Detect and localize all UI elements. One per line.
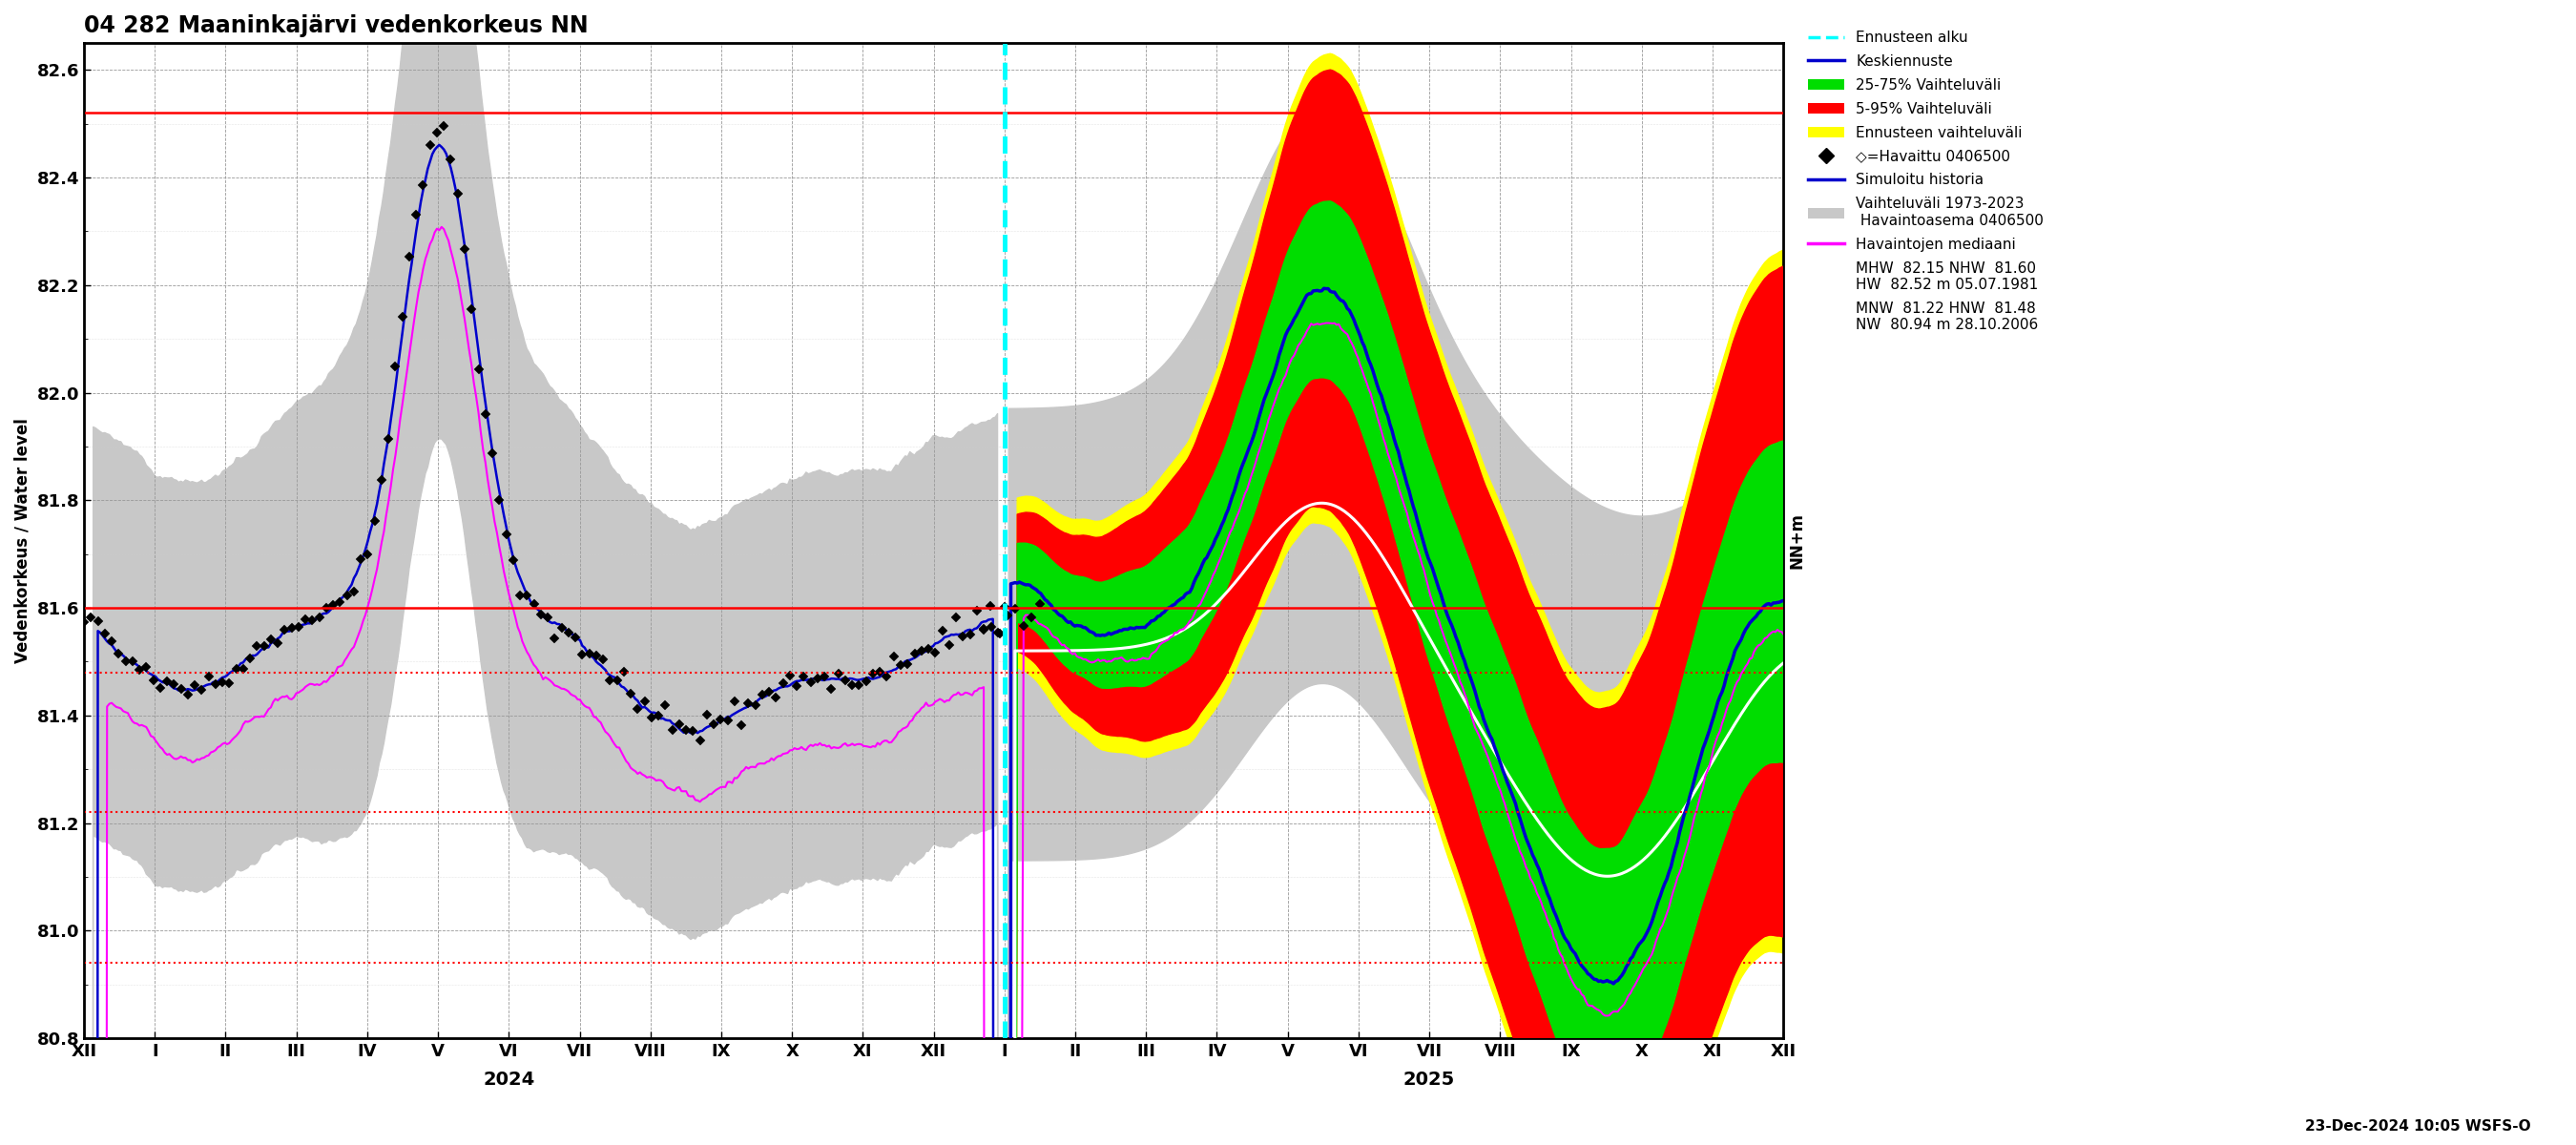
Text: 2024: 2024 xyxy=(482,1071,536,1089)
Text: 2025: 2025 xyxy=(1404,1071,1455,1089)
Text: 23-Dec-2024 10:05 WSFS-O: 23-Dec-2024 10:05 WSFS-O xyxy=(2306,1120,2532,1134)
Legend: Ennusteen alku, Keskiennuste, 25-75% Vaihteluväli, 5-95% Vaihteluväli, Ennusteen: Ennusteen alku, Keskiennuste, 25-75% Vai… xyxy=(1808,31,2043,332)
Text: 04 282 Maaninkajärvi vedenkorkeus NN: 04 282 Maaninkajärvi vedenkorkeus NN xyxy=(85,14,587,37)
Y-axis label: NN+m: NN+m xyxy=(1788,513,1806,569)
Y-axis label: Vedenkorkeus / Water level: Vedenkorkeus / Water level xyxy=(15,418,31,663)
